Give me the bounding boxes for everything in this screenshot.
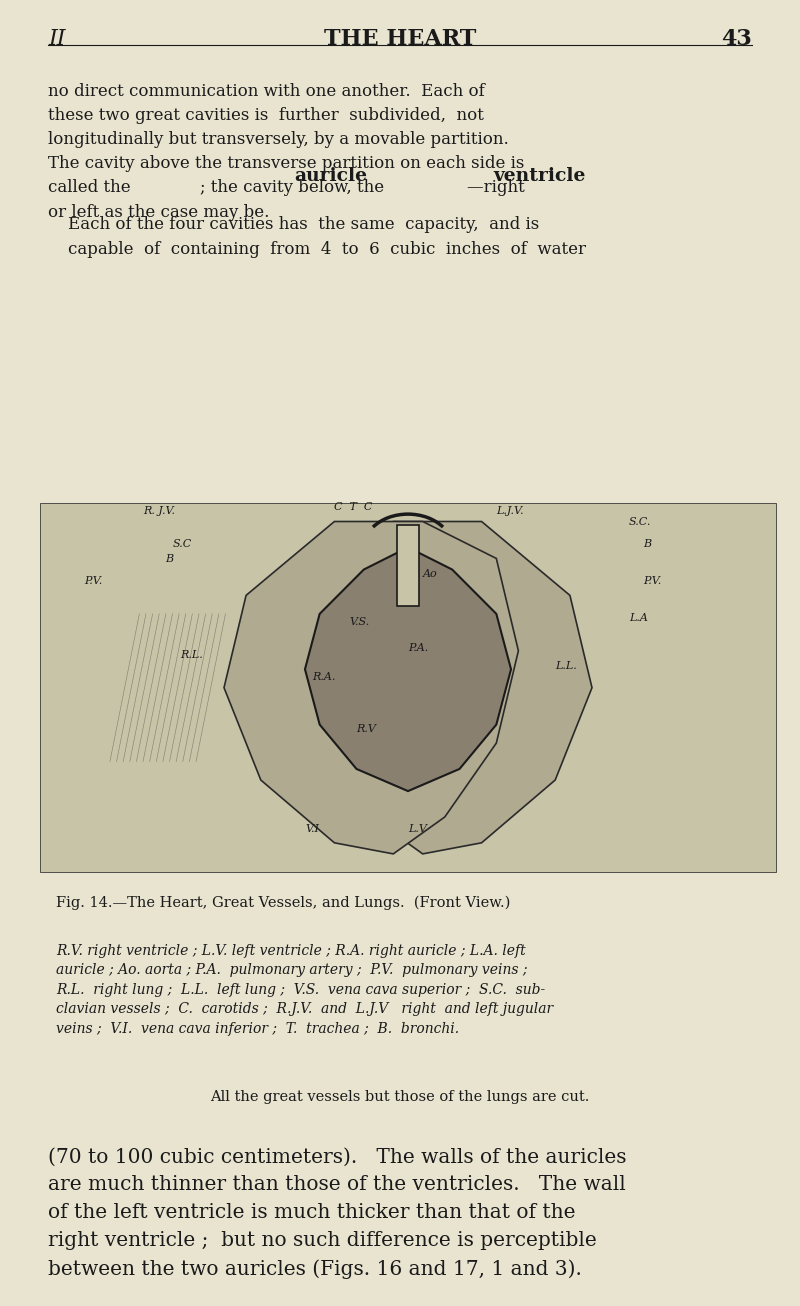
Text: L.A: L.A — [629, 614, 648, 623]
Text: L.J.V.: L.J.V. — [496, 507, 524, 516]
FancyBboxPatch shape — [397, 525, 419, 606]
Text: V.S.: V.S. — [349, 616, 370, 627]
Text: R.V. right ventricle ; L.V. left ventricle ; R.A. right auricle ; L.A. left
auri: R.V. right ventricle ; L.V. left ventric… — [56, 944, 553, 1036]
Text: R.L.: R.L. — [180, 650, 202, 660]
Text: V.I: V.I — [305, 824, 319, 833]
Text: P.A.: P.A. — [408, 643, 428, 653]
Text: C  T  C: C T C — [334, 503, 373, 512]
Text: (70 to 100 cubic centimeters).   The walls of the auricles
are much thinner than: (70 to 100 cubic centimeters). The walls… — [48, 1148, 626, 1280]
Text: L.L.: L.L. — [555, 661, 577, 671]
Text: B: B — [643, 539, 652, 550]
Text: Ao: Ao — [422, 569, 438, 579]
Polygon shape — [224, 521, 518, 854]
Text: Fig. 14.—The Heart, Great Vessels, and Lungs.  (Front View.): Fig. 14.—The Heart, Great Vessels, and L… — [56, 896, 510, 910]
Text: Each of the four cavities has  the same  capacity,  and is
capable  of  containi: Each of the four cavities has the same c… — [68, 217, 586, 257]
Text: R.V: R.V — [357, 724, 376, 734]
Text: R. J.V.: R. J.V. — [143, 507, 175, 516]
Text: auricle: auricle — [294, 167, 367, 185]
Text: no direct communication with one another.  Each of
these two great cavities is  : no direct communication with one another… — [48, 82, 525, 221]
Text: B: B — [165, 554, 174, 564]
Text: 43: 43 — [722, 27, 752, 50]
Text: P.V.: P.V. — [643, 576, 662, 586]
FancyBboxPatch shape — [40, 503, 776, 872]
Text: All the great vessels but those of the lungs are cut.: All the great vessels but those of the l… — [210, 1091, 590, 1104]
Text: ventricle: ventricle — [494, 167, 586, 185]
Text: S.C.: S.C. — [629, 517, 651, 528]
Text: THE HEART: THE HEART — [324, 27, 476, 50]
Text: P.V.: P.V. — [84, 576, 102, 586]
Polygon shape — [305, 547, 511, 791]
Text: II: II — [48, 27, 66, 50]
Polygon shape — [298, 521, 592, 854]
Text: L.V: L.V — [408, 824, 427, 833]
Text: S.C: S.C — [173, 539, 192, 550]
Text: R.A.: R.A. — [312, 673, 336, 682]
